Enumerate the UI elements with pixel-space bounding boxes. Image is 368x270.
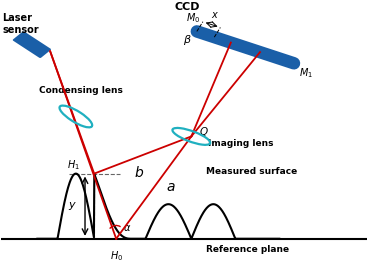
Text: sensor: sensor (3, 25, 39, 35)
Text: $H_0$: $H_0$ (110, 249, 123, 263)
Text: $\alpha$: $\alpha$ (123, 223, 131, 233)
Text: $b$: $b$ (134, 165, 144, 180)
Text: $y$: $y$ (68, 200, 77, 212)
Text: CCD: CCD (175, 2, 200, 12)
Text: $M_0$: $M_0$ (186, 11, 200, 25)
Text: Imaging lens: Imaging lens (208, 139, 273, 148)
Text: $a$: $a$ (166, 180, 176, 194)
Text: $\beta$: $\beta$ (183, 33, 192, 47)
FancyBboxPatch shape (13, 31, 51, 58)
Text: Reference plane: Reference plane (206, 245, 289, 254)
Text: Measured surface: Measured surface (206, 167, 297, 176)
Text: $H_1$: $H_1$ (67, 158, 79, 172)
Text: $x$: $x$ (210, 10, 219, 20)
Text: Condensing lens: Condensing lens (39, 86, 123, 94)
Text: $M_1$: $M_1$ (300, 66, 314, 80)
Text: $Q$: $Q$ (199, 125, 209, 138)
Text: Laser: Laser (3, 13, 32, 23)
